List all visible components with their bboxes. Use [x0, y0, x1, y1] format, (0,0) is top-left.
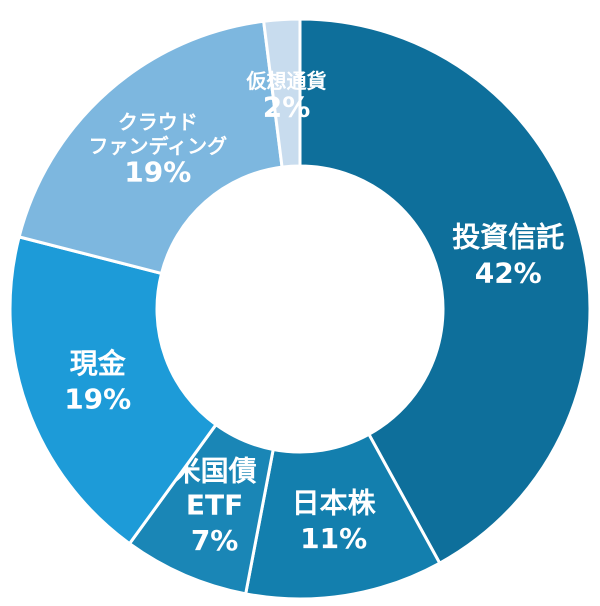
slice-label: 仮想通貨: [246, 69, 327, 93]
slice: [17, 19, 284, 276]
slice-label: クラウド: [118, 110, 198, 134]
value-label: 42%: [475, 256, 542, 289]
value-label: 2%: [263, 90, 311, 123]
slice-label: 現金: [70, 347, 127, 380]
slice-label: ETF: [186, 488, 243, 521]
slice: [261, 17, 302, 169]
slice: [243, 432, 442, 601]
slice-label: ファンディング: [89, 134, 228, 158]
slice: [8, 235, 219, 546]
value-label: 11%: [300, 522, 367, 555]
slice-label: 投資信託: [452, 221, 564, 254]
value-label: 19%: [124, 156, 191, 189]
slice: [298, 17, 592, 566]
slice-label: 日本株: [292, 487, 377, 520]
value-label: 19%: [64, 383, 131, 416]
value-label: 7%: [191, 524, 239, 557]
